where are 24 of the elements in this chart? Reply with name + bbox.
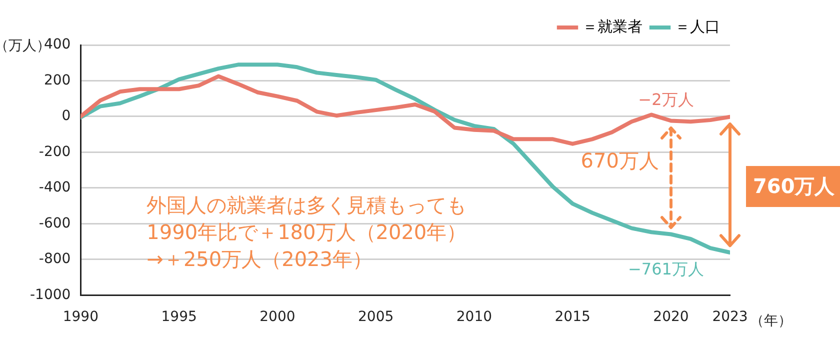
y-tick-label: -400 (38, 180, 71, 196)
x-tick-label: 2005 (358, 309, 394, 326)
annotation: 670万人 (580, 148, 659, 173)
y-tick-label: -600 (38, 215, 71, 232)
x-tick-label: 2015 (554, 309, 590, 326)
x-tick-label: 2010 (456, 309, 492, 326)
legend-label: ＝人口 (675, 17, 720, 36)
y-tick-label: -800 (38, 251, 71, 268)
x-tick-label: 2000 (260, 309, 296, 326)
x-axis-title: （年） (750, 313, 792, 330)
text: 760万人 (746, 166, 840, 207)
y-tick-label: 200 (44, 72, 71, 88)
annotation: −761万人 (628, 259, 704, 278)
annotation: 外国人の就業者は多く見積もっても 1990年比で＋180万人（2020年） →＋250万人（2023年） (146, 193, 467, 271)
x-tick-label: 1995 (161, 309, 197, 326)
y-tick-label: 400 (44, 36, 71, 53)
y-tick-label: 0 (62, 108, 71, 124)
x-tick-label: 1990 (62, 309, 98, 326)
x-tick-label: 2020 (653, 309, 689, 326)
y-tick-label: -1000 (30, 286, 71, 303)
annotation: −2万人 (638, 90, 694, 109)
legend-label: ＝就業者 (582, 17, 642, 36)
x-tick-label: 2023 (712, 309, 748, 326)
y-tick-label: -200 (38, 144, 71, 160)
